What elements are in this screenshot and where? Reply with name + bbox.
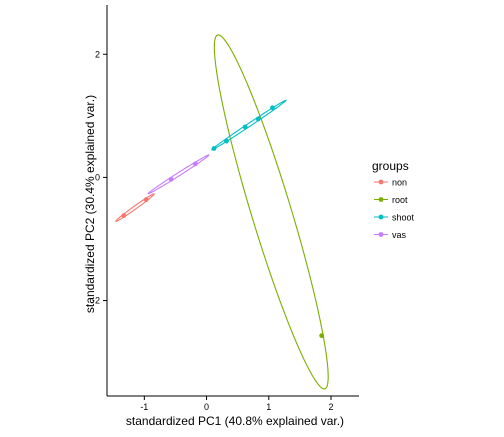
y-tick-label: 2 [95,49,100,59]
legend-label-shoot: shoot [392,213,415,223]
point-shoot [224,138,229,144]
ellipse-root [213,34,329,390]
point-layer [121,105,325,339]
ellipse-vas [147,154,210,195]
point-shoot [211,146,217,151]
y-axis-label: standardized PC2 (30.4% explained var.) [83,95,97,313]
x-tick-label: 2 [328,402,333,412]
ellipse-layer [115,34,329,390]
point-shoot [255,116,261,122]
legend-key-point-non [378,179,384,185]
x-axis-label: standardized PC1 (40.8% explained var.) [126,414,344,428]
y-tick-label: -2 [92,296,100,306]
point-vas [192,161,198,167]
point-non [121,213,127,218]
legend-label-root: root [392,195,408,205]
legend-items: non root shoot vas [374,178,415,240]
legend-key-point-vas [378,232,384,237]
legend-label-non: non [392,178,407,188]
point-vas [168,176,174,182]
legend-key-point-root [378,197,384,202]
x-tick-label: 1 [266,402,271,412]
y-tick-label: 0 [95,172,100,182]
x-tick-label: 0 [204,402,209,412]
x-tick-label: -1 [140,402,148,412]
legend-label-vas: vas [392,230,407,240]
ellipse-non [115,193,155,222]
legend-key-point-shoot [378,214,384,220]
x-axis-ticks: -1 0 1 2 [140,396,334,412]
legend-title: groups [372,159,409,173]
point-non [143,197,149,202]
ellipse-shoot [211,99,287,151]
y-axis-ticks: -2 0 2 [92,49,107,306]
legend: groups non root shoot vas [372,159,415,240]
plot-area [115,34,329,390]
point-shoot [270,105,275,111]
point-root [319,333,325,339]
point-shoot [242,124,248,130]
